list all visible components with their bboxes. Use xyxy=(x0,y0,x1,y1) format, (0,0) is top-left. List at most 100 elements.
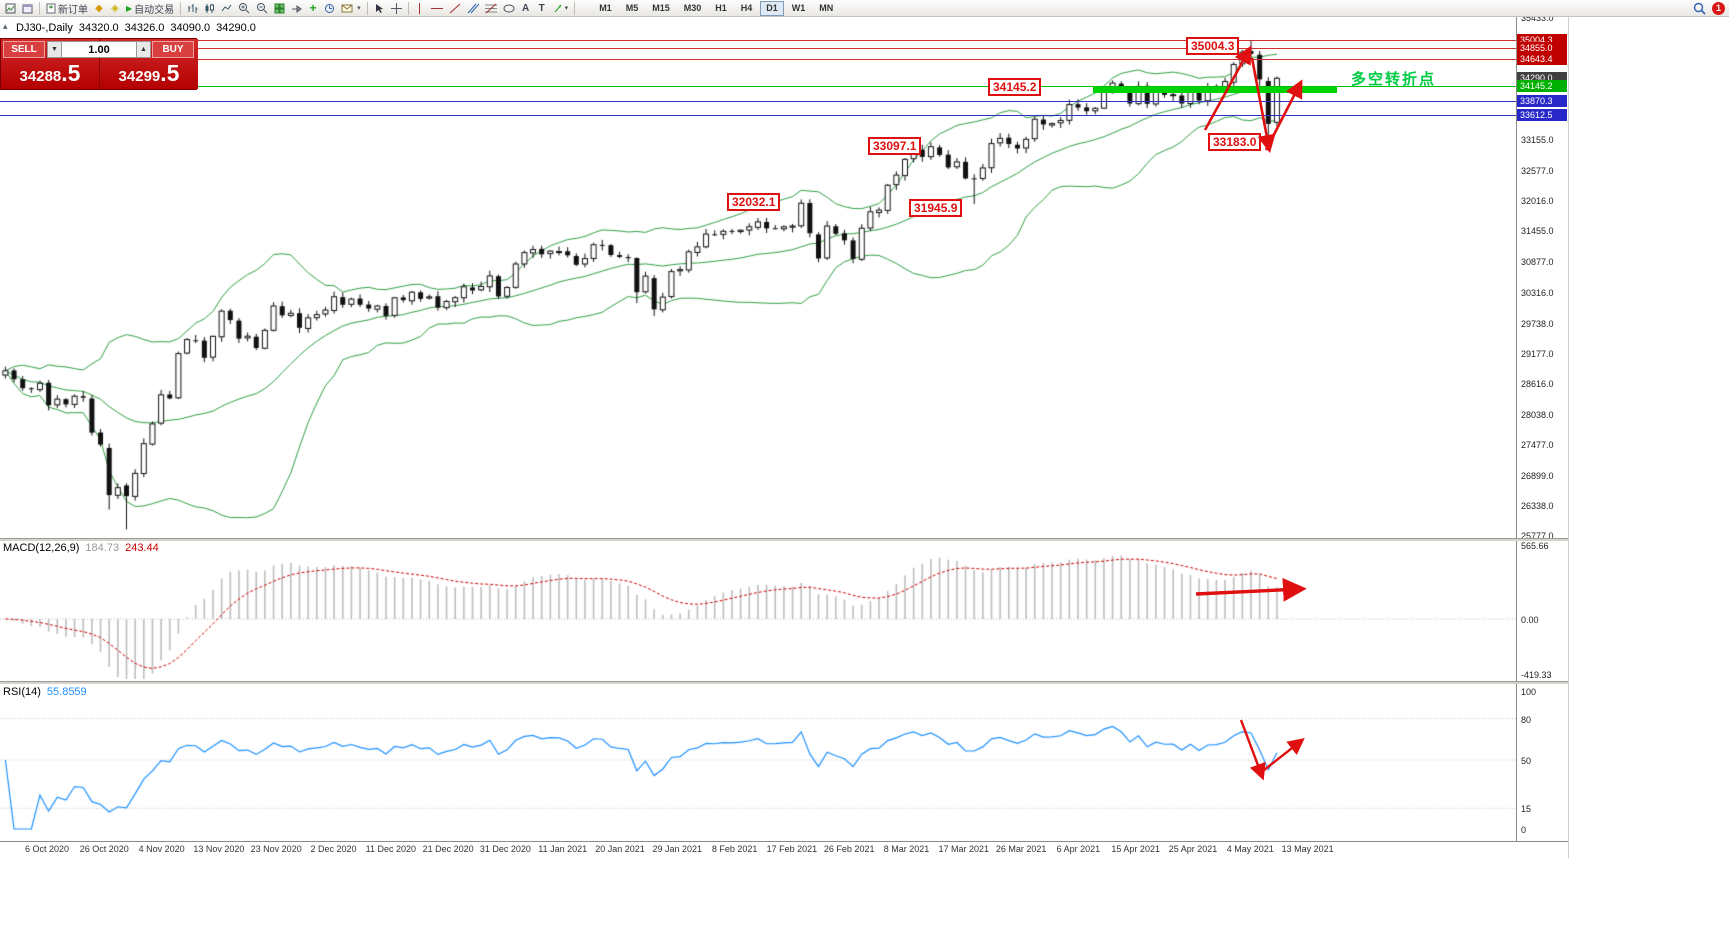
volume-decrease-button[interactable]: ▼ xyxy=(47,41,62,58)
buy-label-button[interactable]: BUY xyxy=(152,41,194,58)
crosshair-tool-icon[interactable] xyxy=(388,1,405,16)
cursor-tool-icon[interactable] xyxy=(371,1,388,16)
timeframe-button-D1[interactable]: D1 xyxy=(760,0,784,16)
date-axis-label: 6 Apr 2021 xyxy=(1056,844,1101,854)
date-axis-label: 13 May 2021 xyxy=(1281,844,1334,854)
price-annotation[interactable]: 35004.3 xyxy=(1186,37,1240,55)
vertical-line-tool-icon[interactable] xyxy=(412,1,428,16)
date-axis-label: 13 Nov 2020 xyxy=(193,844,245,854)
timeframe-button-MN[interactable]: MN xyxy=(819,3,834,13)
date-axis-label: 20 Jan 2021 xyxy=(595,844,645,854)
price-annotation[interactable]: 34145.2 xyxy=(988,78,1042,96)
macd-scale-label: 0.00 xyxy=(1521,615,1539,625)
tile-windows-icon[interactable] xyxy=(271,1,288,16)
line-chart-type-icon[interactable] xyxy=(218,1,235,16)
rsi-scale-label: 0 xyxy=(1521,825,1527,835)
text-tool-icon[interactable]: A xyxy=(522,2,530,14)
chart-profiles-icon[interactable] xyxy=(19,1,36,16)
price-scale-label: 28616.0 xyxy=(1521,378,1554,389)
text-label-tool-icon[interactable]: T xyxy=(538,2,545,14)
timeframe-button-M5[interactable]: M5 xyxy=(625,3,639,13)
autotrading-button[interactable]: ▶ 自动交易 xyxy=(123,1,177,16)
volume-increase-button[interactable]: ▲ xyxy=(136,41,151,58)
date-axis-label: 17 Feb 2021 xyxy=(766,844,818,854)
history-center-icon[interactable]: ◆ xyxy=(95,2,103,14)
macd-pane-separator[interactable] xyxy=(0,538,1568,541)
price-annotation[interactable]: 32032.1 xyxy=(727,193,781,211)
period-cycles-icon[interactable] xyxy=(321,1,338,16)
search-icon[interactable] xyxy=(1690,1,1709,16)
ohlc-header: DJ30-,Daily 34320.0 34326.0 34090.0 34290.0 xyxy=(16,22,262,34)
volume-input[interactable] xyxy=(62,41,136,58)
date-axis-label: 8 Mar 2021 xyxy=(883,844,930,854)
price-scale-label: 28038.0 xyxy=(1521,409,1554,420)
rsi-scale-label: 80 xyxy=(1521,714,1532,725)
date-axis-label: 23 Nov 2020 xyxy=(250,844,302,854)
open-value: 34320.0 xyxy=(78,22,119,34)
indicators-icon[interactable]: + xyxy=(309,1,317,15)
price-annotation[interactable]: 33183.0 xyxy=(1208,133,1262,151)
zoom-out-icon[interactable] xyxy=(253,1,271,16)
rsi-pane-separator[interactable] xyxy=(0,681,1568,684)
templates-icon[interactable]: ▾ xyxy=(338,1,364,16)
arrows-tool-icon[interactable]: ▾ xyxy=(550,1,572,16)
date-axis-label: 2 Dec 2020 xyxy=(310,844,357,854)
rsi-scale-label: 15 xyxy=(1521,804,1532,815)
price-tag: 34643.4 xyxy=(1517,53,1567,66)
date-axis-label: 26 Oct 2020 xyxy=(79,844,129,854)
timeframe-button-H1[interactable]: H1 xyxy=(715,3,727,13)
price-scale-label: 25777.0 xyxy=(1521,531,1554,541)
price-chart-canvas[interactable] xyxy=(0,17,1516,841)
channel-tool-icon[interactable] xyxy=(464,1,482,16)
turning-point-label[interactable]: 多空转折点 xyxy=(1351,71,1437,88)
fibonacci-tool-icon[interactable] xyxy=(482,1,500,16)
horizontal-level-line[interactable] xyxy=(0,114,1516,116)
timeframe-button-H4[interactable]: H4 xyxy=(740,3,753,13)
toolbar-separator xyxy=(39,1,40,15)
one-click-trading-panel: 34288.5 34299.5 SELL BUY ▼ ▲ xyxy=(0,38,198,90)
date-axis-label: 15 Apr 2021 xyxy=(1111,844,1160,854)
new-order-button[interactable]: 新订单 xyxy=(43,1,91,16)
toolbar-separator xyxy=(574,1,576,15)
notification-badge[interactable]: 1 xyxy=(1712,1,1725,15)
horizontal-level-line[interactable] xyxy=(0,39,1516,41)
price-scale-label: 26338.0 xyxy=(1521,500,1554,511)
price-scale-label: 27477.0 xyxy=(1521,439,1554,450)
window-right-border xyxy=(1568,17,1569,858)
timeframe-button-M1[interactable]: M1 xyxy=(599,3,612,13)
timeframe-button-M30[interactable]: M30 xyxy=(683,3,702,13)
low-value: 34090.0 xyxy=(170,22,211,34)
horizontal-line-tool-icon[interactable] xyxy=(428,1,446,16)
zoom-in-icon[interactable] xyxy=(235,1,253,16)
shapes-tool-icon[interactable] xyxy=(500,1,518,16)
one-click-toggle[interactable]: ▴ xyxy=(3,21,8,31)
price-annotation[interactable]: 31945.9 xyxy=(909,199,963,217)
market-watch-icon[interactable]: ◈ xyxy=(111,2,119,14)
auto-scroll-icon[interactable] xyxy=(288,1,305,16)
timeframe-button-M15[interactable]: M15 xyxy=(652,3,670,13)
date-axis-label: 11 Dec 2020 xyxy=(365,844,416,854)
horizontal-level-line[interactable] xyxy=(0,86,1516,88)
horizontal-level-line[interactable] xyxy=(0,48,1516,49)
price-scale-label: 29738.0 xyxy=(1521,318,1554,329)
timeframe-button-W1[interactable]: W1 xyxy=(791,3,806,13)
trendline-tool-icon[interactable] xyxy=(446,1,464,16)
date-axis-label: 29 Jan 2021 xyxy=(652,844,703,854)
price-scale-label: 35433.0 xyxy=(1521,13,1554,23)
close-value: 34290.0 xyxy=(216,22,256,34)
macd-indicator-label: MACD(12,26,9) 184.73 243.44 xyxy=(3,542,159,554)
date-axis-label: 26 Mar 2021 xyxy=(995,844,1047,854)
sell-price: 34288.5 xyxy=(19,60,81,86)
price-scale-label: 32577.0 xyxy=(1521,166,1554,177)
play-icon: ▶ xyxy=(126,3,133,13)
date-axis-label: 21 Dec 2020 xyxy=(422,844,474,854)
candlestick-chart-type-icon[interactable] xyxy=(201,1,218,16)
new-chart-icon[interactable] xyxy=(2,1,19,16)
horizontal-level-line[interactable] xyxy=(0,59,1516,61)
price-annotation[interactable]: 33097.1 xyxy=(868,137,922,155)
bar-chart-type-icon[interactable] xyxy=(184,1,201,16)
support-zone-bar[interactable] xyxy=(1093,87,1337,94)
horizontal-level-line[interactable] xyxy=(0,100,1516,102)
date-axis-label: 4 Nov 2020 xyxy=(138,844,185,854)
sell-label-button[interactable]: SELL xyxy=(3,41,45,58)
